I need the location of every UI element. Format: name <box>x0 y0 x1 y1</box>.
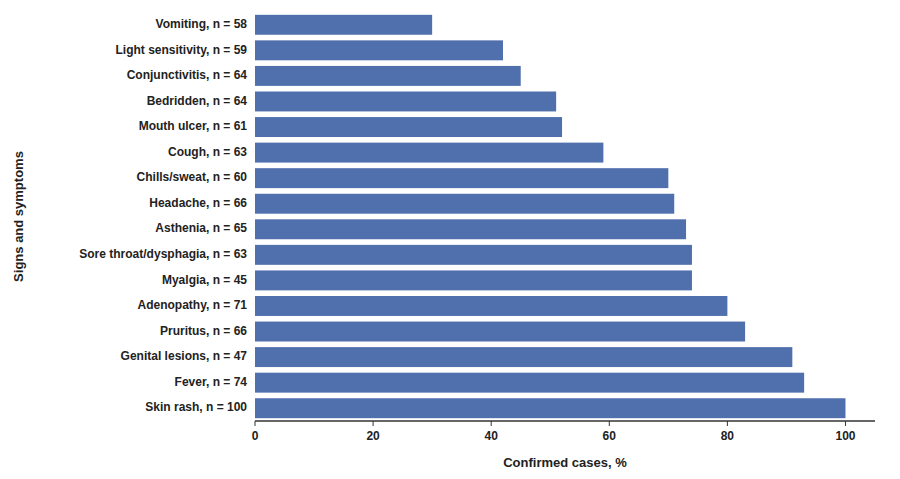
tick-label: Genital lesions, n = 47 <box>121 349 248 363</box>
tick <box>727 421 728 426</box>
axis-label: Signs and symptoms <box>11 151 26 282</box>
bar <box>255 322 745 342</box>
bar <box>255 143 603 163</box>
tick-label: Adenopathy, n = 71 <box>138 298 248 312</box>
axis-label: Confirmed cases, % <box>503 455 627 470</box>
tick-label: Conjunctivitis, n = 64 <box>127 68 248 82</box>
bar <box>255 373 804 393</box>
tick-label: 20 <box>366 429 380 443</box>
tick-label: Cough, n = 63 <box>168 145 247 159</box>
tick-label: Headache, n = 66 <box>149 196 247 210</box>
tick-label: Bedridden, n = 64 <box>147 94 248 108</box>
bar <box>255 219 686 239</box>
bar <box>255 398 845 418</box>
tick-label: 0 <box>252 429 259 443</box>
bar <box>255 40 503 60</box>
bar <box>255 117 562 137</box>
bar <box>255 347 792 367</box>
chart: Skin rash, n = 100 Fever, n = 74 Genital l… <box>0 0 900 479</box>
tick-label: 100 <box>835 429 855 443</box>
y-axis: Skin rash, n = 100 Fever, n = 74 Genital l… <box>79 17 247 414</box>
tick-label: Pruritus, n = 66 <box>160 324 247 338</box>
tick-label: Chills/sweat, n = 60 <box>137 170 248 184</box>
bars <box>255 15 845 418</box>
tick-label: Vomiting, n = 58 <box>156 17 248 31</box>
tick-label: 60 <box>603 429 617 443</box>
bar <box>255 270 692 290</box>
bar <box>255 296 727 316</box>
bar <box>255 168 668 188</box>
tick-label: 40 <box>485 429 499 443</box>
tick-label: Light sensitivity, n = 59 <box>116 43 248 57</box>
tick-label: Skin rash, n = 100 <box>145 400 247 414</box>
bar <box>255 15 432 35</box>
tick <box>845 421 846 426</box>
tick-label: Myalgia, n = 45 <box>162 273 247 287</box>
bar <box>255 66 521 86</box>
bar <box>255 91 556 111</box>
tick <box>255 421 256 426</box>
tick <box>609 421 610 426</box>
tick-label: Fever, n = 74 <box>175 375 248 389</box>
axis-line <box>255 420 875 422</box>
chart-container: Skin rash, n = 100 Fever, n = 74 Genital l… <box>0 0 900 479</box>
tick-label: Asthenia, n = 65 <box>155 221 247 235</box>
tick-label: Sore throat/dysphagia, n = 63 <box>79 247 247 261</box>
bar <box>255 194 674 214</box>
bar <box>255 245 692 265</box>
tick <box>491 421 492 426</box>
x-axis: 0 20 40 60 80 100 <box>252 421 875 443</box>
tick <box>373 421 374 426</box>
tick-label: 80 <box>721 429 735 443</box>
tick-label: Mouth ulcer, n = 61 <box>139 119 248 133</box>
